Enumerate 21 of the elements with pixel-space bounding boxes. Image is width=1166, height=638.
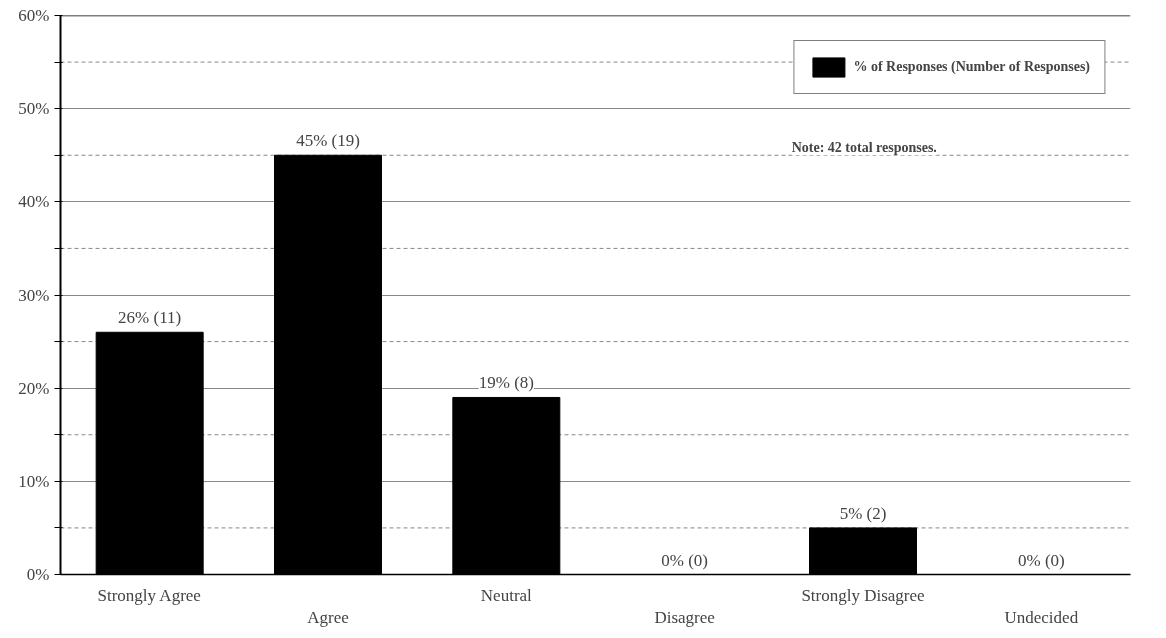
x-tick-label: Agree xyxy=(307,608,349,628)
data-label: 0% (0) xyxy=(661,550,709,570)
data-label: 0% (0) xyxy=(1017,550,1065,570)
x-tick-label: Strongly Disagree xyxy=(801,585,925,605)
y-tick-label: 30% xyxy=(18,285,50,305)
y-tick-label: 0% xyxy=(26,565,50,584)
y-tick-label: 20% xyxy=(18,378,50,398)
legend-label: % of Responses (Number of Responses) xyxy=(853,59,1090,75)
x-tick-label: Undecided xyxy=(1004,608,1079,628)
y-tick-label: 50% xyxy=(18,99,50,119)
y-tick-label: 40% xyxy=(18,192,50,212)
y-tick-label: 60% xyxy=(18,6,50,25)
x-tick-label: Strongly Agree xyxy=(97,585,201,605)
data-label: 26% (11) xyxy=(118,308,182,328)
x-tick-label: Disagree xyxy=(654,608,715,628)
data-label: 5% (2) xyxy=(839,503,887,523)
annotation: Note: 42 total responses. xyxy=(791,140,937,156)
x-tick-label: Neutral xyxy=(480,585,533,605)
data-label: 19% (8) xyxy=(478,373,534,393)
data-label: 45% (19) xyxy=(296,131,360,151)
y-tick-label: 10% xyxy=(18,471,50,491)
